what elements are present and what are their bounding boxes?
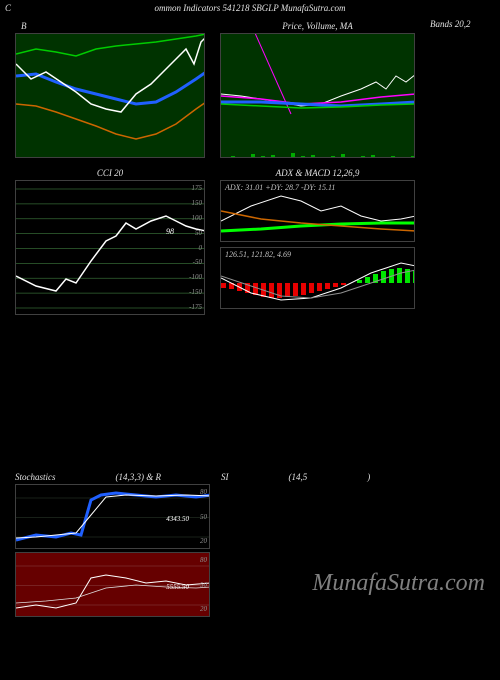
macd-values: 126.51, 121.82, 4.69 — [225, 250, 291, 259]
cci-chart: 175150100500-50-100-150-175 98 — [15, 180, 205, 315]
header-text: ommon Indicators 541218 SBGLP MunafaSutr… — [154, 3, 345, 13]
cci-current-value: 98 — [166, 227, 174, 236]
stoch-rsi-title: Stochastics (14,3,3) & R SI (14,5 ) — [0, 470, 500, 484]
price-ma-title: Price, Vollume, MA — [220, 19, 415, 33]
header-left: C — [5, 3, 11, 13]
watermark: MunafaSutra.com — [312, 570, 485, 597]
cci-title: CCI 20 — [15, 166, 205, 180]
stoch-y-labels: 805020 — [200, 485, 207, 548]
adx-values: ADX: 31.01 +DY: 28.7 -DY: 15.11 — [225, 183, 335, 192]
rsi-chart: 805020 5555.50 — [15, 552, 210, 617]
page-header: C ommon Indicators 541218 SBGLP MunafaSu… — [0, 0, 500, 16]
bollinger-title: B — [15, 19, 205, 33]
macd-chart: 126.51, 121.82, 4.69 — [220, 247, 415, 309]
rsi-y-labels: 805020 — [200, 553, 207, 616]
price-ma-chart — [220, 33, 415, 158]
bollinger-chart — [15, 33, 205, 158]
stoch-value: 4343.50 — [166, 515, 189, 523]
adx-chart: ADX: 31.01 +DY: 28.7 -DY: 15.11 — [220, 180, 415, 242]
adx-macd-title: ADX & MACD 12,26,9 — [220, 166, 415, 180]
cci-y-labels: 175150100500-50-100-150-175 — [189, 181, 202, 314]
bands-label: Bands 20,2 — [430, 19, 471, 158]
stochastics-chart: 805020 4343.50 — [15, 484, 210, 549]
rsi-value: 5555.50 — [166, 583, 189, 591]
